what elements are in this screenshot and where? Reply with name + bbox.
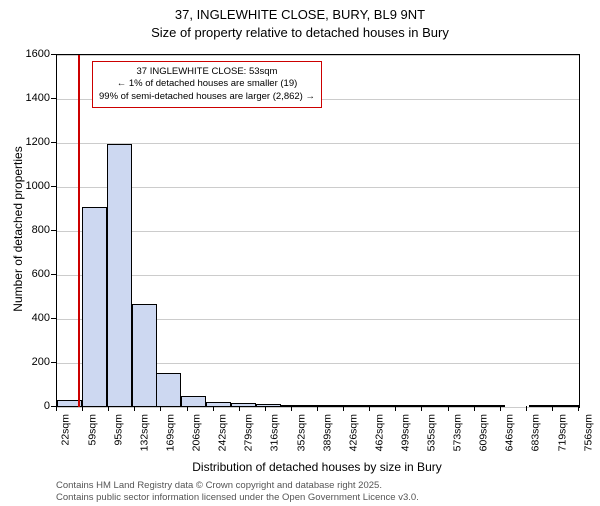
x-tick-label: 389sqm — [321, 414, 333, 451]
x-tick-label: 95sqm — [112, 414, 124, 446]
x-tick-label: 499sqm — [399, 414, 411, 451]
histogram-bar — [206, 402, 231, 408]
y-tick-label: 0 — [0, 400, 50, 412]
x-tick — [369, 406, 370, 411]
x-tick — [239, 406, 240, 411]
grid-line — [57, 407, 579, 408]
y-tick — [51, 362, 56, 363]
x-tick-label: 462sqm — [373, 414, 385, 451]
grid-line — [57, 143, 579, 144]
histogram-bar — [82, 207, 107, 407]
chart-title: 37, INGLEWHITE CLOSE, BURY, BL9 9NT Size… — [0, 6, 600, 41]
x-tick-label: 646sqm — [504, 414, 516, 451]
x-tick — [526, 406, 527, 411]
x-axis-label: Distribution of detached houses by size … — [56, 460, 578, 474]
x-tick — [500, 406, 501, 411]
x-tick-label: 756sqm — [582, 414, 594, 451]
annotation-line1: 37 INGLEWHITE CLOSE: 53sqm — [137, 66, 278, 77]
x-tick — [82, 406, 83, 411]
y-tick-label: 600 — [0, 268, 50, 280]
histogram-bar — [405, 405, 430, 407]
histogram-bar — [156, 373, 181, 407]
x-tick-label: 206sqm — [191, 414, 203, 451]
histogram-bar — [181, 396, 206, 407]
histogram-bar — [554, 405, 579, 407]
annotation-line3: 99% of semi-detached houses are larger (… — [99, 91, 315, 102]
x-tick — [134, 406, 135, 411]
y-tick-label: 400 — [0, 312, 50, 324]
footer-attribution: Contains HM Land Registry data © Crown c… — [56, 480, 419, 505]
grid-line — [57, 275, 579, 276]
y-tick — [51, 142, 56, 143]
x-tick-label: 683sqm — [530, 414, 542, 451]
x-tick-label: 426sqm — [347, 414, 359, 451]
histogram-bar — [380, 405, 405, 407]
y-axis-label: Number of detached properties — [11, 53, 25, 405]
histogram-bar — [256, 404, 281, 407]
y-tick-label: 1200 — [0, 136, 50, 148]
x-tick-label: 242sqm — [217, 414, 229, 451]
histogram-bar — [355, 405, 380, 407]
footer-line2: Contains public sector information licen… — [56, 492, 419, 503]
x-tick — [213, 406, 214, 411]
footer-line1: Contains HM Land Registry data © Crown c… — [56, 480, 382, 491]
x-tick-label: 573sqm — [452, 414, 464, 451]
title-line1: 37, INGLEWHITE CLOSE, BURY, BL9 9NT — [175, 7, 425, 22]
x-tick — [474, 406, 475, 411]
x-tick-label: 535sqm — [425, 414, 437, 451]
y-tick-label: 1000 — [0, 180, 50, 192]
y-tick-label: 200 — [0, 356, 50, 368]
y-tick — [51, 230, 56, 231]
x-tick-label: 719sqm — [556, 414, 568, 451]
x-tick — [56, 406, 57, 411]
x-tick-label: 279sqm — [243, 414, 255, 451]
x-tick-label: 59sqm — [86, 414, 98, 446]
x-tick-label: 169sqm — [164, 414, 176, 451]
x-tick — [291, 406, 292, 411]
histogram-bar — [107, 144, 132, 407]
title-line2: Size of property relative to detached ho… — [151, 25, 449, 40]
histogram-bar — [455, 405, 480, 407]
y-tick-label: 1400 — [0, 92, 50, 104]
histogram-bar — [529, 405, 554, 407]
x-tick-label: 609sqm — [478, 414, 490, 451]
x-tick — [317, 406, 318, 411]
y-tick — [51, 186, 56, 187]
x-tick-label: 22sqm — [60, 414, 72, 446]
histogram-bar — [231, 403, 256, 407]
x-tick — [395, 406, 396, 411]
x-tick — [552, 406, 553, 411]
x-tick — [108, 406, 109, 411]
y-tick — [51, 318, 56, 319]
x-tick-label: 132sqm — [138, 414, 150, 451]
y-tick-label: 1600 — [0, 48, 50, 60]
histogram-bar — [430, 405, 455, 407]
grid-line — [57, 187, 579, 188]
y-tick-label: 800 — [0, 224, 50, 236]
histogram-bar — [281, 405, 306, 407]
x-tick — [343, 406, 344, 411]
grid-line — [57, 55, 579, 56]
histogram-bar — [132, 304, 157, 407]
x-tick — [187, 406, 188, 411]
x-tick — [160, 406, 161, 411]
annotation-box: 37 INGLEWHITE CLOSE: 53sqm← 1% of detach… — [92, 61, 322, 108]
x-tick — [578, 406, 579, 411]
plot-area: 37 INGLEWHITE CLOSE: 53sqm← 1% of detach… — [56, 54, 580, 408]
y-tick — [51, 98, 56, 99]
x-tick — [448, 406, 449, 411]
annotation-line2: ← 1% of detached houses are smaller (19) — [117, 78, 298, 89]
property-marker-line — [78, 55, 80, 407]
x-tick-label: 352sqm — [295, 414, 307, 451]
grid-line — [57, 231, 579, 232]
histogram-bar — [480, 405, 505, 407]
x-tick — [265, 406, 266, 411]
y-tick — [51, 54, 56, 55]
x-tick-label: 316sqm — [269, 414, 281, 451]
x-tick — [421, 406, 422, 411]
y-tick — [51, 274, 56, 275]
